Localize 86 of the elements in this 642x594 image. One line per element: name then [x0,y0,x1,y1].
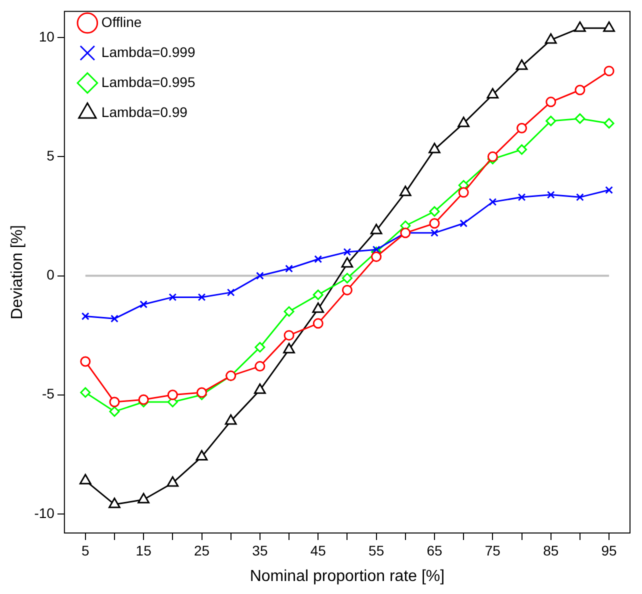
point [546,190,555,199]
point [283,342,295,354]
legend-label: Lambda=0.999 [101,44,196,60]
point [342,284,352,296]
x-tick-label: 35 [252,542,268,558]
y-tick-label: -5 [42,386,55,402]
point [516,59,528,70]
point [196,387,208,398]
point [167,390,178,400]
point [371,251,382,262]
point [488,198,497,206]
point [428,142,440,154]
point [458,116,470,128]
point [544,33,557,44]
point [546,96,556,108]
y-tick-label: -10 [34,504,55,521]
point [605,186,613,194]
point [254,361,266,372]
point [256,272,264,280]
point [516,144,528,155]
x-axis-title: Nominal proportion rate [%] [250,568,445,585]
point [516,122,528,134]
point [81,312,90,320]
point [486,88,499,99]
point [603,21,615,32]
point [254,383,266,394]
point [109,396,120,408]
x-tick-label: 75 [484,542,501,558]
y-tick-label: 5 [46,148,55,164]
point [108,498,120,508]
point [312,318,324,329]
point [138,394,149,405]
point [312,302,324,313]
point [399,186,412,196]
point [343,248,352,256]
point [372,246,380,254]
point [460,219,468,228]
point [109,406,120,417]
point [458,187,469,198]
point [546,116,556,126]
point [341,257,354,268]
point [429,218,440,229]
y-axis-title: Deviation [%] [9,225,26,320]
point [110,314,118,323]
point [312,290,324,300]
point [284,306,294,317]
point [370,224,382,234]
y-tick-label: 10 [38,28,55,44]
point [138,492,150,504]
legend-label: Offline [101,14,142,30]
x-tick-label: 5 [81,542,90,558]
point [284,330,294,341]
x-tick-label: 95 [601,542,618,558]
x-tick-label: 25 [194,542,210,558]
point [604,118,614,129]
point [224,414,237,425]
point [79,474,92,484]
point [518,193,526,202]
legend-label: Lambda=0.995 [101,74,196,90]
point [285,264,293,273]
point [430,228,438,237]
point [198,293,206,302]
point [574,84,586,96]
point [604,66,614,76]
point [80,356,91,367]
point [574,113,586,124]
point [80,387,91,398]
x-tick-label: 85 [543,542,559,558]
x-tick-label: 15 [136,542,152,558]
legend-label: Lambda=0.99 [101,104,188,120]
point [226,288,235,296]
point [140,300,148,308]
point [574,21,586,32]
point [342,272,352,284]
point [576,193,584,202]
x-tick-label: 55 [368,542,384,558]
point [314,255,322,264]
point [168,293,177,302]
point [254,342,266,352]
x-tick-label: 65 [426,542,442,558]
x-tick-label: 45 [310,542,326,558]
point [429,206,440,217]
point [487,151,498,162]
point [196,450,208,461]
y-tick-label: 0 [46,266,55,283]
point [166,476,179,487]
